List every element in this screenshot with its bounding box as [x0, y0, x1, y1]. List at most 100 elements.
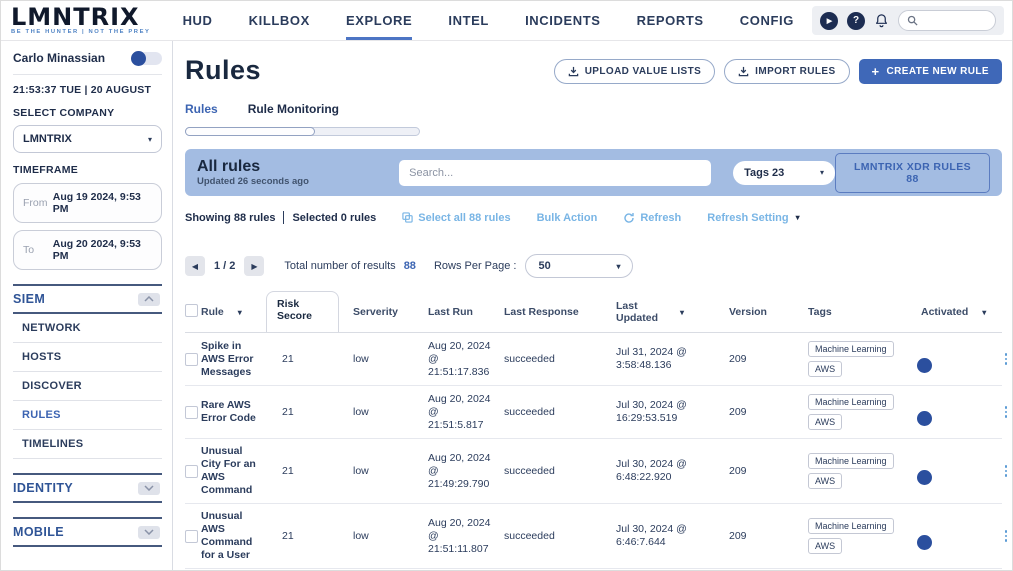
tag-list: Machine Learning AWS	[808, 518, 921, 554]
company-select[interactable]: LMNTRIX ▾	[13, 125, 162, 153]
tab-rule-monitoring[interactable]: Rule Monitoring	[248, 102, 339, 116]
row-checkbox[interactable]	[185, 406, 198, 419]
tags-dropdown-value: Tags 23	[744, 167, 784, 179]
refresh-setting-link[interactable]: Refresh Setting ▾	[707, 212, 799, 224]
column-header-severity[interactable]: Serverity	[353, 306, 428, 318]
column-header-rule[interactable]: Rule ▾	[201, 306, 266, 318]
tag-chip: Machine Learning	[808, 341, 894, 357]
row-menu-kebab-icon[interactable]	[1001, 353, 1011, 365]
chevron-down-icon: ▾	[616, 262, 620, 271]
nav-item-reports[interactable]: REPORTS	[637, 1, 704, 40]
row-menu-kebab-icon[interactable]	[1001, 406, 1011, 418]
user-toggle[interactable]	[132, 52, 162, 65]
rule-name[interactable]: Unusual AWS Command for a User	[201, 510, 266, 562]
collapse-siem-button[interactable]	[138, 293, 160, 306]
rule-name[interactable]: Unusual City For an AWS Command	[201, 445, 266, 497]
tags-dropdown[interactable]: Tags 23 ▾	[733, 161, 835, 185]
last-updated: Jul 30, 2024 @ 6:48:22.920	[616, 458, 729, 484]
scrollbar-thumb[interactable]	[185, 127, 315, 136]
row-checkbox[interactable]	[185, 465, 198, 478]
banner-updated-text: Updated 26 seconds ago	[197, 176, 399, 187]
chevron-down-icon	[144, 485, 154, 491]
chevron-up-icon	[144, 296, 154, 302]
chevron-down-icon: ▾	[796, 213, 800, 222]
sort-caret-icon: ▾	[238, 308, 242, 317]
notifications-bell-icon[interactable]	[874, 13, 889, 28]
select-all-link[interactable]: Select all 88 rules	[402, 212, 510, 224]
timeframe-to-field[interactable]: To Aug 20 2024, 9:53 PM	[13, 230, 162, 270]
sidebar-item-timelines[interactable]: TIMELINES	[13, 430, 162, 459]
nav-item-hud[interactable]: HUD	[183, 1, 213, 40]
last-run: Aug 20, 2024 @ 21:51:11.807	[428, 517, 504, 556]
nav-item-explore[interactable]: EXPLORE	[346, 1, 412, 40]
column-header-last-run[interactable]: Last Run	[428, 306, 504, 318]
last-run: Aug 20, 2024 @ 21:49:29.790	[428, 452, 504, 491]
nav-item-killbox[interactable]: KILLBOX	[249, 1, 310, 40]
row-checkbox[interactable]	[185, 353, 198, 366]
topbar-icon-group: ▶ ?	[812, 6, 1004, 35]
help-icon[interactable]: ?	[847, 12, 865, 30]
pagination-bar: ◀ 1 / 2 ▶ Total number of results 88 Row…	[185, 254, 1002, 278]
timeframe-label: TIMEFRAME	[13, 164, 162, 176]
last-response: succeeded	[504, 465, 616, 478]
select-all-checkbox[interactable]	[185, 304, 198, 317]
create-new-rule-button[interactable]: + CREATE NEW RULE	[859, 59, 1002, 84]
column-header-risk-score[interactable]: Risk Secore	[266, 291, 339, 332]
table-row: Unusual AWS Command for a User 21 low Au…	[185, 504, 1002, 569]
nav-item-config[interactable]: CONFIG	[740, 1, 794, 40]
global-search	[898, 10, 996, 31]
rule-name[interactable]: Rare AWS Error Code	[201, 399, 266, 425]
play-tour-icon[interactable]: ▶	[820, 12, 838, 30]
tag-chip: AWS	[808, 414, 842, 430]
sidebar-item-discover[interactable]: DISCOVER	[13, 372, 162, 401]
column-header-tags[interactable]: Tags	[808, 306, 921, 318]
column-header-activated[interactable]: Activated ▾	[921, 306, 1001, 318]
column-header-last-updated[interactable]: Last Updated ▾	[616, 300, 729, 324]
bulk-action-link[interactable]: Bulk Action	[537, 212, 598, 224]
refresh-link[interactable]: Refresh	[623, 212, 681, 224]
nav-item-intel[interactable]: INTEL	[448, 1, 489, 40]
sort-caret-icon: ▾	[982, 308, 986, 317]
siem-section-label: SIEM	[13, 292, 45, 306]
column-header-version[interactable]: Version	[729, 306, 808, 318]
global-search-input[interactable]	[923, 15, 993, 26]
last-response: succeeded	[504, 353, 616, 366]
row-menu-kebab-icon[interactable]	[1001, 465, 1011, 477]
next-page-button[interactable]: ▶	[244, 256, 264, 276]
timeframe-from-field[interactable]: From Aug 19 2024, 9:53 PM	[13, 183, 162, 223]
company-select-value: LMNTRIX	[23, 133, 72, 145]
row-checkbox[interactable]	[185, 530, 198, 543]
last-run: Aug 20, 2024 @ 21:51:5.817	[428, 393, 504, 432]
sidebar-item-network[interactable]: NETWORK	[13, 314, 162, 343]
brand-logo[interactable]: LMNTRIX BE THE HUNTER | NOT THE PREY	[11, 1, 151, 40]
rule-name[interactable]: Spike in AWS Error Messages	[201, 340, 266, 379]
chevron-down-icon	[144, 529, 154, 535]
page-actions: UPLOAD VALUE LISTS IMPORT RULES + CREATE…	[554, 59, 1002, 84]
horizontal-scrollbar[interactable]	[185, 127, 420, 136]
sidebar-section-mobile[interactable]: MOBILE	[13, 517, 162, 547]
tab-rules[interactable]: Rules	[185, 102, 218, 116]
row-menu-kebab-icon[interactable]	[1001, 530, 1011, 542]
last-updated: Jul 30, 2024 @ 16:29:53.519	[616, 399, 729, 425]
last-response: succeeded	[504, 406, 616, 419]
expand-mobile-button[interactable]	[138, 526, 160, 539]
sidebar-item-rules[interactable]: RULES	[13, 401, 162, 430]
nav-item-incidents[interactable]: INCIDENTS	[525, 1, 600, 40]
rules-search-input[interactable]	[399, 160, 711, 186]
xdr-rules-button[interactable]: LMNTRIX XDR RULES 88	[835, 153, 990, 193]
column-header-last-response[interactable]: Last Response	[504, 306, 616, 318]
rows-per-page-select[interactable]: 50 ▾	[525, 254, 633, 278]
total-results-value: 88	[404, 260, 416, 272]
risk-score: 21	[266, 530, 353, 543]
previous-page-button[interactable]: ◀	[185, 256, 205, 276]
upload-value-lists-button[interactable]: UPLOAD VALUE LISTS	[554, 59, 715, 84]
download-icon	[568, 66, 579, 77]
sidebar-section-identity[interactable]: IDENTITY	[13, 473, 162, 503]
expand-identity-button[interactable]	[138, 482, 160, 495]
sidebar-section-siem[interactable]: SIEM	[13, 284, 162, 314]
import-rules-button[interactable]: IMPORT RULES	[724, 59, 849, 84]
sidebar-item-hosts[interactable]: HOSTS	[13, 343, 162, 372]
rules-tabs: Rules Rule Monitoring	[185, 102, 1002, 116]
severity: low	[353, 465, 428, 478]
all-rules-banner: All rules Updated 26 seconds ago Tags 23…	[185, 149, 1002, 196]
